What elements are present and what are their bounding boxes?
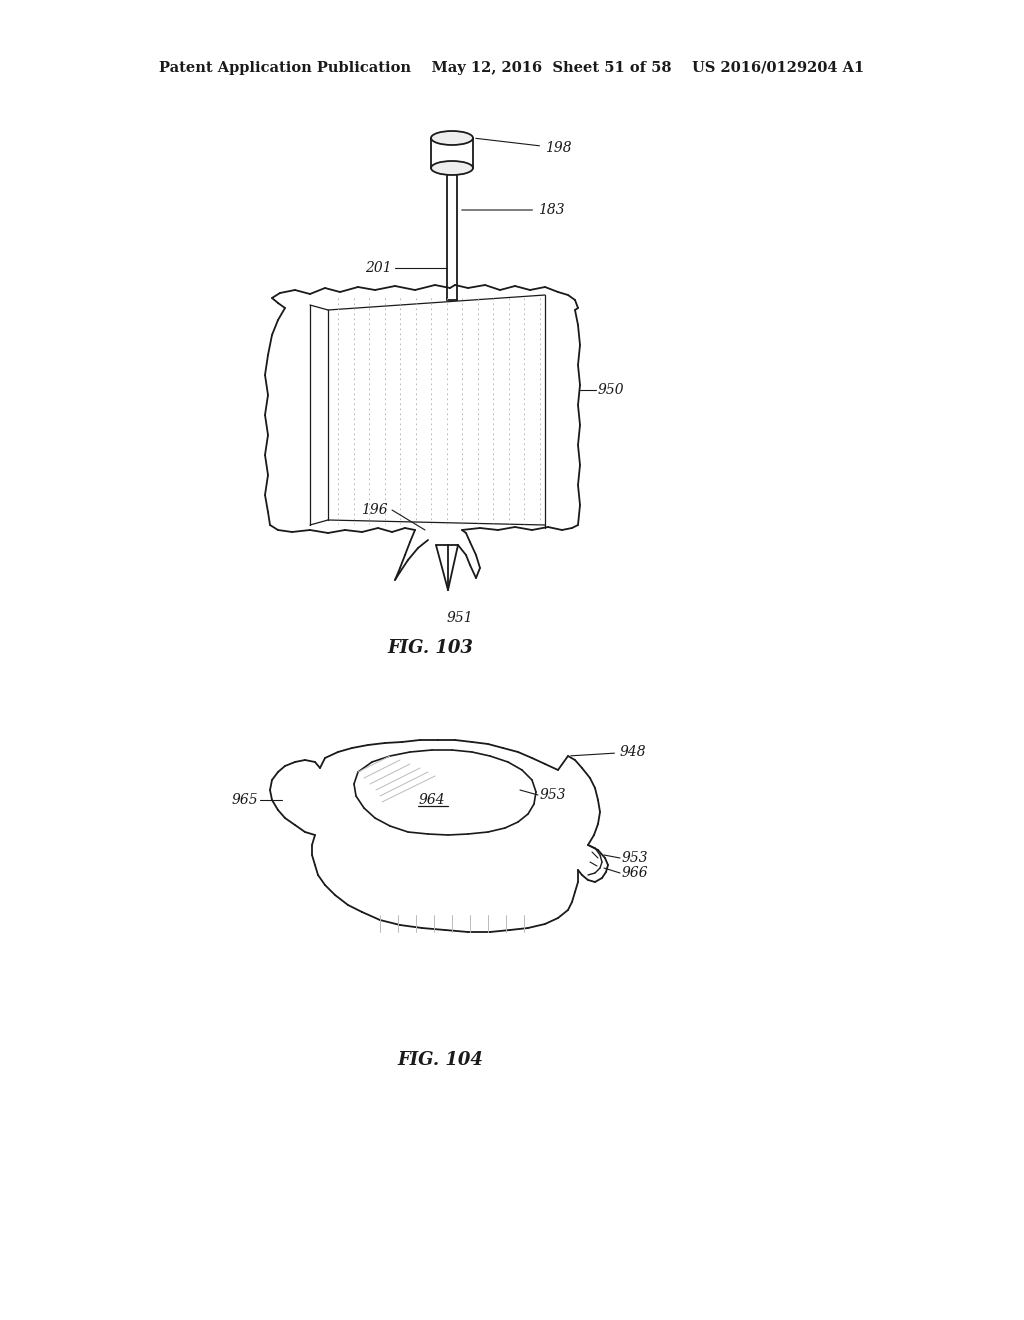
Text: FIG. 103: FIG. 103	[387, 639, 473, 657]
Text: 183: 183	[462, 203, 564, 216]
Ellipse shape	[431, 161, 473, 176]
Text: 196: 196	[361, 503, 388, 517]
Text: 966: 966	[622, 866, 648, 880]
Text: 965: 965	[231, 793, 258, 807]
Text: 948: 948	[570, 744, 646, 759]
Text: 953: 953	[622, 851, 648, 865]
Ellipse shape	[431, 131, 473, 145]
Text: 951: 951	[446, 611, 473, 624]
Text: 198: 198	[476, 139, 571, 154]
Text: 964: 964	[419, 793, 445, 807]
Text: 950: 950	[598, 383, 625, 397]
Text: FIG. 104: FIG. 104	[397, 1051, 483, 1069]
Text: Patent Application Publication    May 12, 2016  Sheet 51 of 58    US 2016/012920: Patent Application Publication May 12, 2…	[160, 61, 864, 75]
Text: 953: 953	[540, 788, 566, 803]
Text: 201: 201	[366, 261, 392, 275]
